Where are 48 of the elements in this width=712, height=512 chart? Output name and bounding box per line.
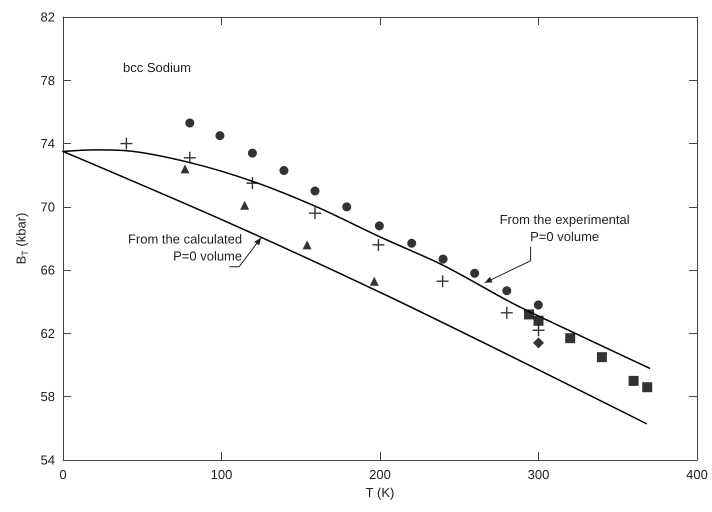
y-tick-label: 54 bbox=[40, 452, 55, 468]
annotation: bcc Sodium bbox=[123, 60, 191, 75]
point bbox=[372, 238, 386, 252]
x-axis-title: T (K) bbox=[366, 484, 394, 500]
annotation: From the calculated P=0 volume bbox=[128, 232, 242, 264]
point bbox=[596, 352, 607, 362]
point bbox=[470, 268, 480, 278]
point bbox=[183, 151, 196, 165]
point bbox=[532, 324, 546, 337]
point bbox=[120, 136, 134, 150]
point bbox=[302, 240, 312, 250]
point bbox=[500, 306, 514, 320]
point bbox=[565, 333, 576, 344]
point bbox=[246, 176, 260, 190]
point bbox=[534, 300, 543, 310]
point bbox=[240, 200, 250, 210]
point bbox=[308, 206, 322, 220]
x-tick-label: 100 bbox=[210, 467, 232, 482]
y-tick-label: 78 bbox=[40, 72, 55, 88]
point bbox=[438, 254, 448, 264]
point bbox=[215, 131, 224, 140]
x-tick-label: 0 bbox=[59, 467, 67, 482]
point bbox=[642, 382, 652, 392]
point bbox=[374, 221, 384, 230]
point bbox=[180, 164, 190, 174]
point bbox=[533, 337, 544, 348]
point bbox=[502, 286, 512, 296]
point bbox=[370, 276, 379, 286]
x-tick-label: 400 bbox=[686, 467, 708, 482]
point bbox=[436, 274, 450, 288]
point bbox=[628, 376, 639, 386]
point bbox=[534, 316, 544, 326]
y-tick-label: 70 bbox=[40, 199, 55, 214]
y-tick-label: 58 bbox=[40, 389, 55, 404]
point bbox=[279, 166, 288, 175]
point bbox=[185, 118, 194, 128]
y-tick-label: 62 bbox=[40, 326, 55, 341]
point bbox=[248, 148, 257, 158]
annotation: From the experimental P=0 volume bbox=[500, 212, 630, 244]
x-tick-label: 200 bbox=[369, 467, 391, 482]
x-tick-label: 300 bbox=[528, 467, 550, 482]
point bbox=[342, 202, 352, 212]
y-axis-title: BT (kbar) bbox=[14, 212, 30, 264]
y-tick-label: 82 bbox=[40, 10, 55, 24]
y-tick-label: 66 bbox=[40, 262, 55, 278]
y-tick-label: 74 bbox=[40, 136, 55, 152]
point bbox=[407, 238, 416, 248]
point bbox=[310, 186, 320, 196]
